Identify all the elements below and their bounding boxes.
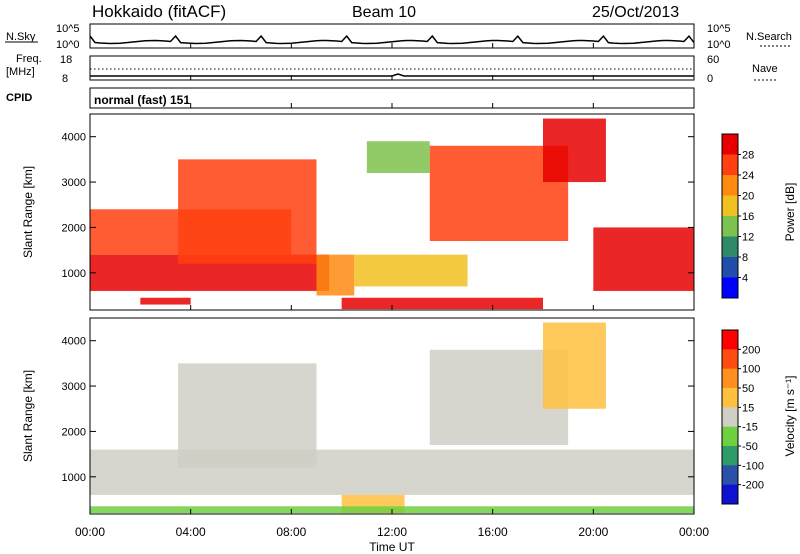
power-colorbar-tick: 16 — [742, 211, 754, 223]
power-colorbar-swatch-2 — [722, 175, 738, 196]
freq-label: Freq. — [16, 53, 42, 65]
freq-unit: [MHz] — [6, 66, 35, 78]
power-colorbar-swatch-3 — [722, 195, 738, 217]
power-region-8 — [593, 227, 694, 291]
cpid-label: CPID — [6, 92, 32, 104]
power-colorbar-swatch-1 — [722, 154, 738, 176]
velocity-ylabel: Slant Range [km] — [21, 370, 35, 462]
nsearch-label: N.Search — [746, 31, 792, 43]
power-panel: 1000 2000 3000 4000 Slant Range [km] — [21, 113, 695, 311]
power-colorbar-tick: 20 — [742, 191, 754, 203]
velocity-cells — [90, 322, 694, 514]
velocity-colorbar-swatch-2 — [722, 368, 738, 389]
power-colorbar-tick: 8 — [742, 252, 748, 264]
date-title: 25/Oct/2013 — [592, 4, 679, 21]
power-colorbar: 28 24 20 16 12 8 4 — [721, 133, 754, 299]
power-colorbar-tick: 24 — [742, 170, 754, 182]
nave-label: Nave — [752, 63, 778, 75]
x-tick-label: 00:00 — [75, 525, 105, 539]
power-colorbar-tick: 4 — [742, 273, 748, 285]
station-title: Hokkaido (fitACF) — [92, 2, 226, 21]
x-axis-label: Time UT — [369, 540, 415, 554]
power-colorbar-swatch-6 — [722, 257, 738, 278]
nsky-tick-top-left: 10^5 — [56, 23, 80, 35]
velocity-colorbar-swatch-3 — [722, 388, 738, 408]
velocity-colorbar-tick: -50 — [742, 441, 758, 453]
x-tick-label: 20:00 — [578, 525, 608, 539]
power-region-5 — [366, 141, 430, 173]
y-tick-label: 3000 — [62, 177, 86, 189]
x-tick-label: 04:00 — [176, 525, 206, 539]
y-tick-label: 1000 — [62, 268, 86, 280]
velocity-colorbar-swatch-8 — [722, 484, 738, 505]
freq-tick-bottom: 8 — [62, 73, 68, 85]
power-colorbar-swatch-4 — [722, 216, 738, 237]
y-tick-label: 4000 — [62, 336, 86, 348]
power-colorbar-tick: 28 — [742, 150, 754, 162]
velocity-colorbar: 200 100 50 15 -15 -50 -100 -200 — [721, 329, 764, 505]
power-region-4 — [354, 254, 468, 287]
velocity-colorbar-swatch-6 — [722, 446, 738, 466]
cpid-panel: CPID normal (fast) 151 — [6, 87, 695, 109]
y-tick-label: 1000 — [62, 472, 86, 484]
power-colorbar-swatch-5 — [722, 236, 738, 258]
y-tick-label: 2000 — [62, 426, 86, 438]
velocity-colorbar-tick: 50 — [742, 383, 754, 395]
y-tick-label: 3000 — [62, 381, 86, 393]
power-region-3 — [316, 254, 355, 296]
freq-tick-top: 18 — [60, 54, 72, 66]
power-colorbar-swatch-0 — [722, 134, 738, 155]
nsky-tick-top-right: 10^5 — [707, 23, 731, 35]
x-tick-label: 16:00 — [478, 525, 508, 539]
nsky-label: N.Sky — [6, 31, 36, 43]
velocity-colorbar-swatch-0 — [722, 330, 738, 350]
power-cells — [90, 118, 694, 310]
velocity-colorbar-tick: -15 — [742, 422, 758, 434]
velocity-region-3 — [543, 322, 606, 409]
power-colorbar-swatch-7 — [722, 277, 738, 299]
velocity-colorbar-swatch-7 — [722, 465, 738, 486]
power-ylabel: Slant Range [km] — [21, 166, 35, 258]
velocity-colorbar-label: Velocity [m s⁻¹] — [783, 375, 797, 456]
velocity-colorbar-tick: -100 — [742, 460, 764, 472]
y-tick-label: 4000 — [62, 132, 86, 144]
x-tick-label: 08:00 — [276, 525, 306, 539]
nave-tick-top: 60 — [707, 54, 719, 66]
cpid-value: normal (fast) 151 — [94, 93, 190, 107]
power-region-2 — [178, 159, 317, 264]
velocity-colorbar-tick: 100 — [742, 364, 760, 376]
x-tick-label: 12:00 — [377, 525, 407, 539]
velocity-colorbar-tick: 15 — [742, 402, 754, 414]
power-colorbar-tick: 12 — [742, 232, 754, 244]
velocity-colorbar-tick: 200 — [742, 344, 760, 356]
power-region-7 — [543, 118, 606, 183]
nsky-panel: N.Sky 10^5 10^0 10^5 10^0 N.Search — [5, 23, 792, 51]
power-region-9 — [140, 297, 191, 305]
nsky-tick-bottom-left: 10^0 — [56, 39, 80, 51]
velocity-region-1 — [178, 363, 317, 468]
x-axis: 00:00 04:00 08:00 12:00 16:00 20:00 00:00 — [75, 43, 709, 539]
nsky-trace — [89, 34, 695, 45]
velocity-colorbar-tick: -200 — [742, 480, 764, 492]
x-tick-label: 00:00 — [679, 525, 709, 539]
freq-panel: Freq. [MHz] 18 8 60 0 Nave — [6, 53, 778, 85]
nave-tick-bottom: 0 — [707, 73, 713, 85]
y-tick-label: 2000 — [62, 222, 86, 234]
velocity-colorbar-swatch-4 — [722, 407, 738, 428]
power-region-10 — [341, 297, 543, 310]
power-colorbar-label: Power [dB] — [783, 183, 797, 242]
beam-title: Beam 10 — [352, 4, 416, 21]
velocity-panel: 1000 2000 3000 4000 Slant Range [km] — [21, 317, 695, 515]
velocity-colorbar-swatch-1 — [722, 349, 738, 370]
velocity-colorbar-swatch-5 — [722, 426, 738, 447]
nsky-tick-bottom-right: 10^0 — [707, 39, 731, 51]
